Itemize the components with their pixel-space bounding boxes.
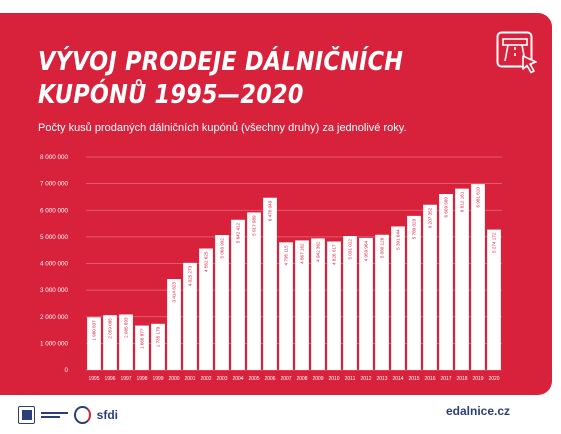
- bar: [151, 323, 165, 370]
- bar-value-label: 1 735 179: [156, 326, 161, 347]
- bar: [343, 236, 357, 370]
- bar: [311, 238, 325, 370]
- bar-value-label: 4 867 162: [300, 243, 305, 264]
- chart-title-line1: VÝVOJ PRODEJE DÁLNIČNÍCH: [38, 47, 404, 77]
- bar-value-label: 5 917 989: [252, 215, 257, 236]
- bar: [375, 234, 389, 370]
- x-tick-label: 2013: [376, 376, 387, 382]
- y-tick-label: 5 000 000: [40, 234, 69, 241]
- y-tick-label: 7 000 000: [40, 181, 69, 188]
- x-tick-label: 1999: [152, 376, 163, 382]
- bar-value-label: 6 981 610: [476, 187, 481, 208]
- bar-value-label: 4 562 625: [204, 251, 209, 272]
- bar-value-label: 6 470 049: [268, 200, 273, 221]
- x-tick-label: 2016: [424, 376, 435, 382]
- x-tick-label: 1996: [104, 376, 115, 382]
- bar: [263, 197, 277, 370]
- bar-value-label: 3 414 823: [172, 282, 177, 303]
- bar-value-label: 4 795 115: [284, 245, 289, 266]
- footer-logos: sfdi: [18, 400, 118, 430]
- x-tick-label: 2006: [264, 376, 275, 382]
- bar: [231, 219, 245, 370]
- y-tick-label: 0: [64, 367, 68, 374]
- x-tick-label: 2004: [232, 376, 243, 382]
- x-tick-label: 2018: [456, 376, 467, 382]
- bar-value-label: 6 812 161: [460, 191, 465, 212]
- x-tick-label: 2020: [488, 376, 499, 382]
- bar-value-label: 5 642 412: [236, 222, 241, 243]
- y-tick-label: 8 000 000: [40, 154, 69, 161]
- y-tick-label: 6 000 000: [40, 207, 69, 214]
- x-tick-label: 2001: [184, 376, 195, 382]
- bar-value-label: 2 059 085: [108, 318, 113, 339]
- bar-value-label: 5 080 128: [380, 237, 385, 258]
- bar-value-label: 2 085 893: [124, 317, 129, 338]
- x-tick-label: 2005: [248, 376, 259, 382]
- x-tick-label: 2007: [280, 376, 291, 382]
- y-tick-label: 3 000 000: [40, 287, 69, 294]
- x-tick-label: 1995: [88, 376, 99, 382]
- x-tick-label: 2009: [312, 376, 323, 382]
- bar-value-label: 4 025 273: [188, 265, 193, 286]
- x-tick-label: 2008: [296, 376, 307, 382]
- x-tick-label: 2015: [408, 376, 419, 382]
- bar: [167, 279, 181, 370]
- bar: [135, 325, 149, 370]
- bar: [455, 188, 469, 370]
- bar: [423, 204, 437, 370]
- x-tick-label: 2019: [472, 376, 483, 382]
- chart-title-line2: KUPÓNŮ 1995—2020: [38, 80, 304, 110]
- bar-value-label: 6 609 569: [444, 197, 449, 218]
- bar-value-label: 4 959 964: [364, 240, 369, 261]
- x-tick-label: 2017: [440, 376, 451, 382]
- bar-value-label: 1 980 837: [92, 320, 97, 341]
- bar-value-label: 1 668 877: [140, 328, 145, 349]
- website-link[interactable]: edalnice.cz: [446, 404, 511, 418]
- x-tick-label: 2003: [216, 376, 227, 382]
- highway-cursor-icon: [496, 31, 542, 75]
- bar: [199, 248, 213, 370]
- x-tick-label: 2002: [200, 376, 211, 382]
- bar: [487, 229, 501, 370]
- x-tick-label: 2011: [345, 376, 356, 382]
- bar: [295, 240, 309, 370]
- bar: [103, 315, 117, 370]
- bar-value-label: 5 391 644: [396, 229, 401, 250]
- bar-value-label: 4 826 017: [332, 244, 337, 265]
- y-tick-label: 4 000 000: [40, 261, 69, 268]
- chart-subtitle: Počty kusů prodaných dálničních kupónů (…: [38, 122, 407, 134]
- ministry-logo-icon: [18, 406, 35, 424]
- bar: [183, 262, 197, 370]
- bar: [471, 184, 485, 370]
- x-tick-label: 2014: [392, 376, 403, 382]
- bar-value-label: 5 274 172: [492, 232, 497, 253]
- bar: [215, 235, 229, 370]
- bar-value-label: 5 789 029: [412, 218, 417, 239]
- bar: [359, 237, 373, 370]
- bar-value-label: 6 207 352: [428, 207, 433, 228]
- x-tick-label: 2000: [168, 376, 179, 382]
- x-tick-label: 1998: [136, 376, 147, 382]
- y-tick-label: 2 000 000: [40, 314, 69, 321]
- ministry-logo-text: [40, 412, 68, 418]
- bar: [327, 241, 341, 370]
- bar-value-label: 5 068 992: [220, 238, 225, 259]
- bar: [439, 194, 453, 370]
- bar-value-label: 4 942 362: [316, 241, 321, 262]
- bar: [279, 242, 293, 370]
- bar: [407, 215, 421, 370]
- sfdi-logo-text: sfdi: [96, 408, 118, 422]
- bar: [247, 212, 261, 370]
- x-tick-label: 2012: [360, 376, 371, 382]
- bar: [87, 317, 101, 370]
- y-tick-label: 1 000 000: [40, 340, 69, 347]
- bar: [119, 314, 133, 370]
- x-tick-label: 2010: [328, 376, 339, 382]
- sfdi-logo-icon: [73, 406, 91, 424]
- x-tick-label: 1997: [120, 376, 131, 382]
- bar: [391, 226, 405, 370]
- bar-value-label: 5 031 022: [348, 239, 353, 260]
